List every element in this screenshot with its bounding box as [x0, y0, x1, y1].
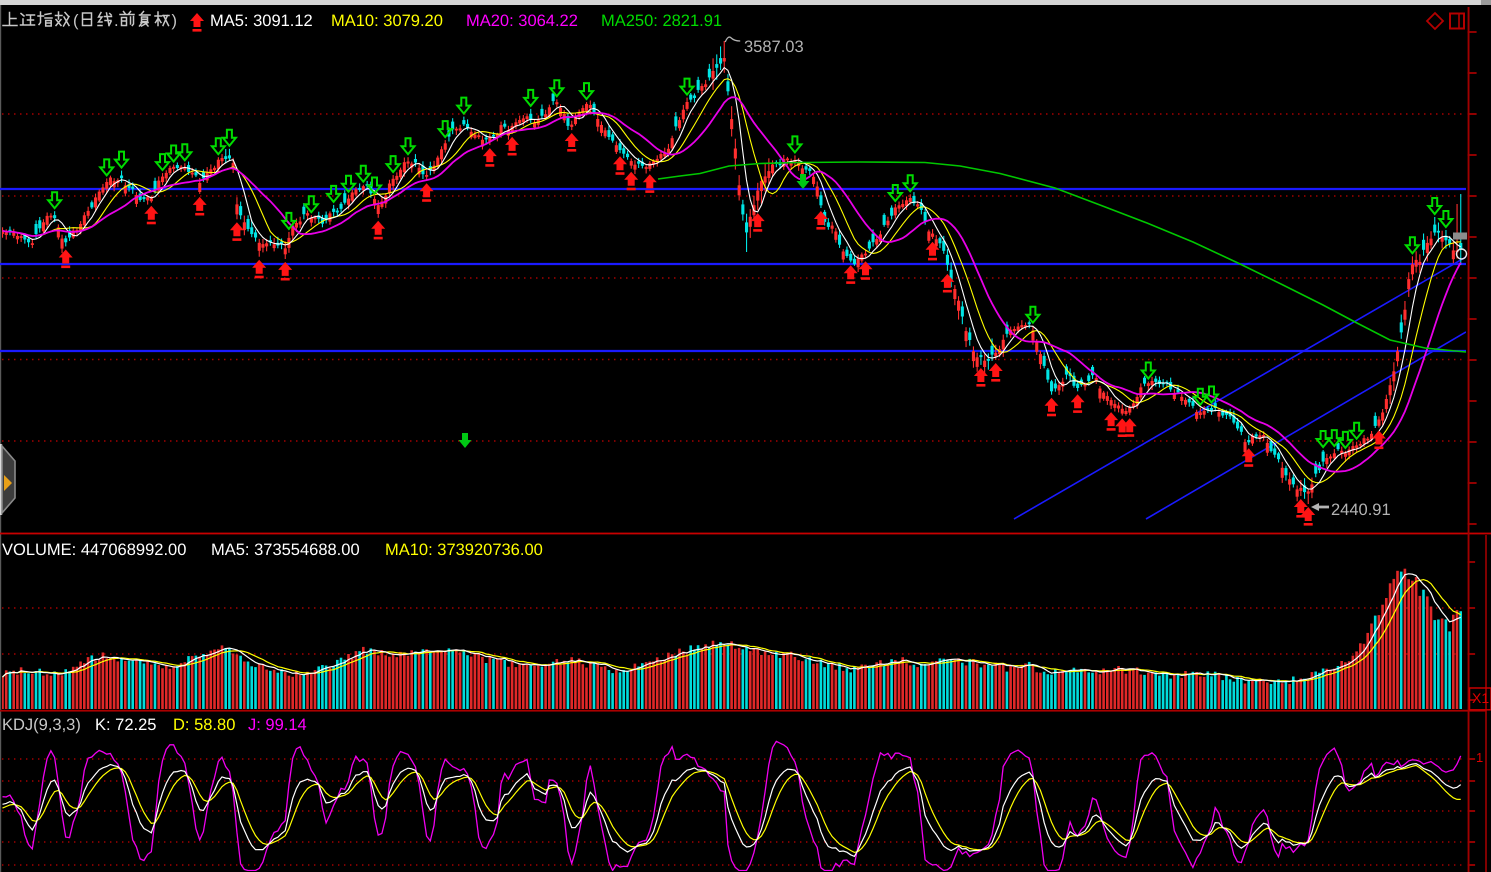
- svg-text:MA10: 373920736.00: MA10: 373920736.00: [385, 541, 543, 559]
- svg-text:3587.03: 3587.03: [744, 38, 804, 56]
- svg-text:.: .: [114, 12, 119, 30]
- svg-text:J: 99.14: J: 99.14: [248, 716, 307, 734]
- svg-text:(: (: [73, 12, 79, 30]
- svg-text:MA20: 3064.22: MA20: 3064.22: [466, 12, 578, 30]
- svg-text:1: 1: [1476, 750, 1483, 765]
- svg-text:X1: X1: [1472, 690, 1489, 706]
- svg-text:MA5: 373554688.00: MA5: 373554688.00: [211, 541, 360, 559]
- svg-text:MA250: 2821.91: MA250: 2821.91: [601, 12, 722, 30]
- svg-text:KDJ(9,3,3): KDJ(9,3,3): [2, 716, 81, 734]
- svg-text:): ): [172, 12, 178, 30]
- svg-text:D: 58.80: D: 58.80: [173, 716, 235, 734]
- svg-text:VOLUME: 447068992.00: VOLUME: 447068992.00: [2, 541, 186, 559]
- svg-text:2440.91: 2440.91: [1331, 501, 1391, 519]
- svg-text:MA10: 3079.20: MA10: 3079.20: [331, 12, 443, 30]
- svg-text:MA5: 3091.12: MA5: 3091.12: [210, 12, 313, 30]
- svg-text:K: 72.25: K: 72.25: [95, 716, 156, 734]
